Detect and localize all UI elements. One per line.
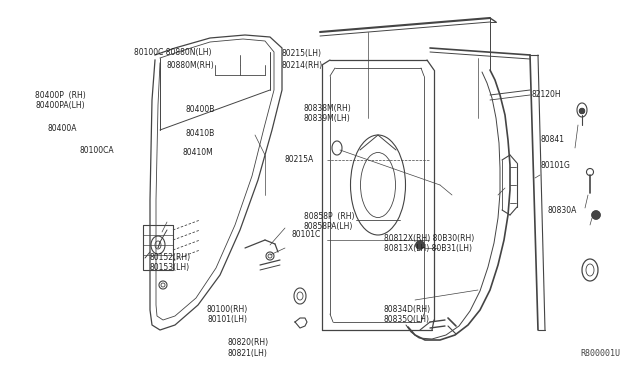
- Text: 80215(LH): 80215(LH): [282, 49, 322, 58]
- Text: 80410M: 80410M: [182, 148, 213, 157]
- Text: 80820(RH)
80821(LH): 80820(RH) 80821(LH): [227, 338, 268, 357]
- Text: 80812X(RH) 80B30(RH)
80813X(LH) 80B31(LH): 80812X(RH) 80B30(RH) 80813X(LH) 80B31(LH…: [384, 234, 474, 253]
- Text: 80214(RH): 80214(RH): [282, 61, 323, 70]
- Text: 80101G: 80101G: [541, 161, 571, 170]
- Text: 80410B: 80410B: [186, 129, 215, 138]
- Ellipse shape: [592, 211, 600, 219]
- Text: 80838M(RH)
80839M(LH): 80838M(RH) 80839M(LH): [304, 104, 352, 123]
- Text: 80400P  (RH)
80400PA(LH): 80400P (RH) 80400PA(LH): [35, 91, 86, 110]
- Text: 80400A: 80400A: [48, 124, 77, 133]
- Ellipse shape: [579, 109, 584, 113]
- Text: R800001U: R800001U: [580, 349, 620, 358]
- Text: 80830A: 80830A: [547, 206, 577, 215]
- Text: 80841: 80841: [541, 135, 564, 144]
- Text: 80100(RH)
80101(LH): 80100(RH) 80101(LH): [207, 305, 248, 324]
- Ellipse shape: [416, 241, 424, 249]
- Text: 80215A: 80215A: [285, 155, 314, 164]
- Text: 80880M(RH): 80880M(RH): [166, 61, 214, 70]
- Text: 80858P  (RH)
80858PA(LH): 80858P (RH) 80858PA(LH): [304, 212, 355, 231]
- Text: 80100C 80880N(LH): 80100C 80880N(LH): [134, 48, 212, 57]
- Text: 80834D(RH)
80835Q(LH): 80834D(RH) 80835Q(LH): [384, 305, 431, 324]
- Bar: [143, 225, 173, 270]
- Text: 80101C: 80101C: [291, 230, 321, 239]
- Text: 80100CA: 80100CA: [80, 146, 115, 155]
- Text: 82120H: 82120H: [531, 90, 561, 99]
- Text: 80400B: 80400B: [186, 105, 215, 114]
- Text: 80152(RH)
80153(LH): 80152(RH) 80153(LH): [149, 253, 190, 272]
